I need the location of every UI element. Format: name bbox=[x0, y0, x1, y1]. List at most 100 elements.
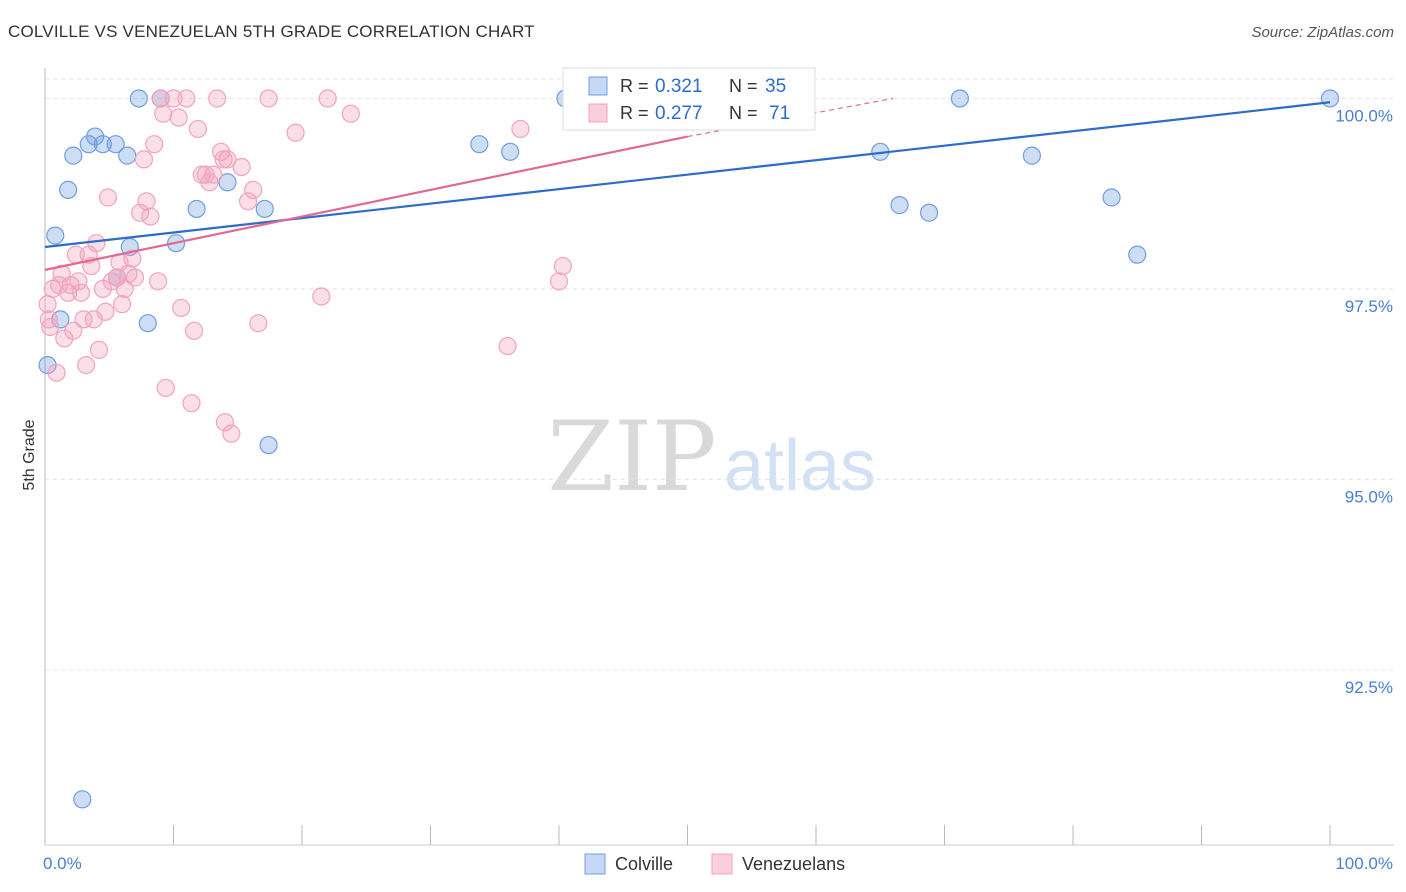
trend-line-venezuelans-extension bbox=[687, 97, 894, 138]
point-venezuelans-61 bbox=[286, 123, 305, 142]
point-venezuelans-35 bbox=[145, 135, 164, 154]
x-tick-labels: 0.0% 100.0% bbox=[43, 854, 1393, 873]
legend-swatch-venezuelans bbox=[588, 103, 608, 123]
point-venezuelans-0 bbox=[38, 295, 57, 314]
point-venezuelans-58 bbox=[244, 180, 263, 199]
point-colville-28 bbox=[919, 203, 939, 222]
point-colville-32 bbox=[1128, 245, 1147, 264]
y-tick-labels: 92.5% 95.0% 97.5% 100.0% bbox=[1335, 106, 1393, 696]
point-venezuelans-29 bbox=[123, 249, 142, 268]
point-venezuelans-11 bbox=[69, 272, 88, 291]
legend-r-value-0: 0.321 bbox=[655, 76, 703, 97]
point-venezuelans-66 bbox=[511, 119, 530, 139]
point-venezuelans-50 bbox=[204, 165, 223, 184]
point-colville-16 bbox=[255, 199, 274, 219]
point-colville-3 bbox=[64, 146, 83, 165]
point-venezuelans-22 bbox=[98, 188, 118, 207]
point-colville-8 bbox=[118, 146, 137, 165]
point-colville-0 bbox=[46, 226, 65, 245]
trend-line-colville bbox=[44, 101, 1331, 249]
point-venezuelans-40 bbox=[164, 89, 183, 108]
point-venezuelans-60 bbox=[259, 89, 278, 108]
point-venezuelans-64 bbox=[341, 104, 360, 123]
point-venezuelans-26 bbox=[112, 295, 132, 314]
point-venezuelans-13 bbox=[74, 310, 93, 329]
point-colville-2 bbox=[59, 180, 78, 199]
point-colville-20 bbox=[470, 135, 489, 154]
x-ticks bbox=[44, 825, 1331, 845]
point-venezuelans-69 bbox=[214, 150, 233, 169]
point-venezuelans-51 bbox=[208, 89, 227, 108]
point-colville-30 bbox=[1022, 146, 1041, 165]
point-venezuelans-54 bbox=[218, 150, 237, 169]
series-legend-swatch-venezuelans bbox=[711, 853, 733, 875]
point-venezuelans-45 bbox=[184, 321, 204, 340]
series-legend-label-venezuelans: Venezuelans bbox=[742, 854, 845, 874]
point-venezuelans-68 bbox=[553, 256, 572, 276]
chart-title: COLVILLE VS VENEZUELAN 5TH GRADE CORRELA… bbox=[8, 22, 535, 41]
point-venezuelans-12 bbox=[71, 283, 91, 302]
point-colville-19 bbox=[73, 790, 92, 809]
point-colville-6 bbox=[93, 135, 112, 154]
point-venezuelans-67 bbox=[549, 272, 569, 291]
legend-r-label-1: R = bbox=[620, 103, 649, 123]
point-venezuelans-34 bbox=[141, 207, 160, 226]
point-venezuelans-33 bbox=[137, 192, 156, 211]
point-venezuelans-59 bbox=[249, 314, 268, 333]
point-venezuelans-70 bbox=[39, 310, 58, 329]
series-legend-swatch-colville bbox=[584, 853, 606, 875]
point-colville-29 bbox=[950, 89, 970, 108]
legend-n-label-0: N = bbox=[729, 76, 758, 96]
legend-n-value-0: 35 bbox=[765, 76, 786, 97]
series-legend-label-colville: Colville bbox=[615, 854, 673, 874]
point-venezuelans-32 bbox=[134, 150, 154, 169]
point-colville-33 bbox=[1320, 89, 1340, 108]
legend-r-label-0: R = bbox=[620, 76, 649, 96]
point-venezuelans-3 bbox=[47, 363, 66, 382]
legend-n-value-1: 71 bbox=[769, 103, 790, 124]
point-venezuelans-55 bbox=[222, 424, 241, 443]
point-venezuelans-1 bbox=[41, 317, 60, 337]
x-tick-label-0: 0.0% bbox=[43, 854, 82, 873]
point-colville-31 bbox=[1102, 188, 1121, 207]
legend-swatch-colville bbox=[588, 76, 608, 96]
point-venezuelans-21 bbox=[96, 302, 115, 321]
point-venezuelans-36 bbox=[148, 272, 168, 291]
watermark-atlas: atlas bbox=[724, 426, 876, 506]
point-venezuelans-14 bbox=[77, 355, 96, 375]
point-colville-5 bbox=[86, 127, 105, 146]
point-venezuelans-37 bbox=[151, 89, 170, 108]
point-colville-4 bbox=[79, 135, 98, 154]
y-tick-label-2: 97.5% bbox=[1345, 297, 1393, 316]
point-colville-7 bbox=[106, 135, 125, 154]
legend-n-label-1: N = bbox=[729, 103, 758, 123]
point-venezuelans-42 bbox=[172, 298, 191, 318]
point-venezuelans-57 bbox=[238, 192, 258, 211]
point-colville-14 bbox=[187, 199, 206, 219]
watermark-zip: ZIP bbox=[547, 401, 716, 513]
y-tick-label-0: 92.5% bbox=[1345, 678, 1393, 697]
point-venezuelans-19 bbox=[89, 340, 109, 359]
point-venezuelans-9 bbox=[64, 321, 83, 340]
point-venezuelans-43 bbox=[177, 89, 196, 108]
y-tick-label-1: 95.0% bbox=[1345, 487, 1393, 506]
point-venezuelans-31 bbox=[130, 203, 150, 222]
point-venezuelans-63 bbox=[318, 89, 337, 108]
point-colville-21 bbox=[501, 142, 520, 161]
point-venezuelans-18 bbox=[87, 234, 106, 253]
chart-source: Source: ZipAtlas.com bbox=[1251, 24, 1394, 41]
point-venezuelans-41 bbox=[169, 108, 188, 127]
x-tick-label-1: 100.0% bbox=[1335, 854, 1393, 873]
point-venezuelans-30 bbox=[125, 268, 145, 287]
point-venezuelans-38 bbox=[154, 104, 173, 123]
y-axis-label: 5th Grade bbox=[21, 419, 38, 490]
trend-lines bbox=[44, 97, 1331, 271]
point-colville-11 bbox=[129, 89, 148, 108]
series-legend: Colville Venezuelans bbox=[584, 853, 845, 875]
trend-line-venezuelans bbox=[44, 135, 688, 271]
correlation-legend: R = 0.321 N = 35 R = 0.277 N = 71 bbox=[562, 67, 816, 131]
point-colville-12 bbox=[138, 314, 157, 333]
series-venezuelans-points bbox=[38, 89, 572, 443]
point-venezuelans-56 bbox=[232, 157, 251, 177]
